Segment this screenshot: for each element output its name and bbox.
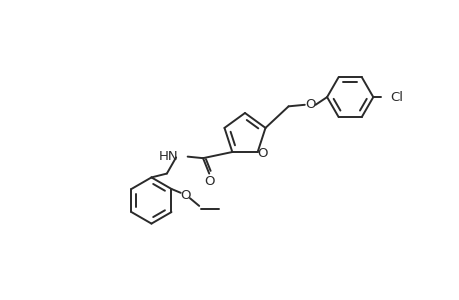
Text: O: O [203, 175, 214, 188]
Text: O: O [179, 189, 190, 202]
Text: HN: HN [158, 150, 178, 163]
Text: Cl: Cl [389, 91, 403, 103]
Text: O: O [304, 98, 315, 111]
Text: O: O [257, 147, 267, 160]
